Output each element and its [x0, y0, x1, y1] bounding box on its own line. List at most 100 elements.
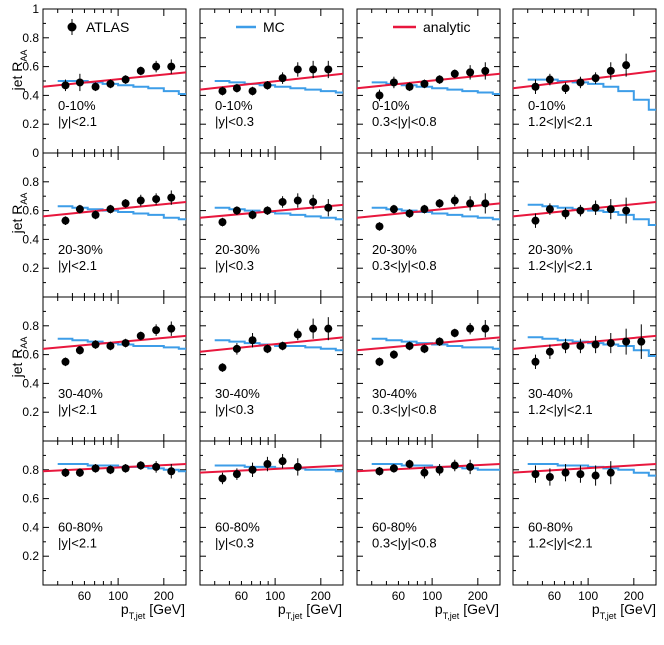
x-tick-label: 60: [235, 589, 249, 603]
atlas-point: [263, 81, 272, 90]
atlas-point: [481, 66, 490, 75]
x-tick-label: 200: [311, 589, 331, 603]
atlas-point: [309, 65, 318, 74]
x-axis-title-unit: [GeV]: [149, 601, 185, 617]
centrality-label: 20-30%: [215, 242, 260, 257]
centrality-label: 0-10%: [528, 98, 566, 113]
atlas-point: [218, 87, 227, 96]
panel-frame: [512, 152, 657, 298]
centrality-label: 20-30%: [58, 242, 103, 257]
atlas-point: [389, 78, 398, 87]
centrality-label: 0-10%: [58, 98, 96, 113]
atlas-point: [420, 468, 429, 477]
atlas-point: [75, 346, 84, 355]
panel-r1-c3: 20-30%1.2<|y|<2.1: [512, 152, 657, 298]
y-tick-label: 0.4: [22, 232, 39, 246]
analytic-line: [42, 334, 187, 350]
analytic-line: [512, 334, 657, 350]
atlas-point: [450, 196, 459, 205]
atlas-point: [278, 341, 287, 350]
y-axis-title: jet RAA: [9, 50, 29, 92]
atlas-point: [420, 79, 429, 88]
atlas-point: [531, 357, 540, 366]
atlas-point: [545, 473, 554, 481]
centrality-label: 60-80%: [372, 520, 417, 535]
atlas-point: [232, 206, 241, 215]
atlas-point: [278, 74, 287, 83]
rapidity-label: 0.3<|y|<0.8: [372, 258, 437, 273]
atlas-point: [152, 62, 161, 71]
atlas-point: [481, 199, 490, 208]
analytic-line: [512, 200, 657, 218]
atlas-point: [375, 91, 384, 100]
x-axis-title-main: p: [435, 601, 443, 617]
atlas-point: [91, 340, 100, 349]
x-axis-title-unit: [GeV]: [463, 601, 499, 617]
atlas-point: [466, 462, 475, 471]
atlas-point: [248, 465, 257, 474]
atlas-point: [466, 324, 475, 333]
atlas-point: [450, 461, 459, 470]
centrality-label: 60-80%: [528, 520, 573, 535]
atlas-point: [106, 341, 115, 350]
centrality-label: 0-10%: [372, 98, 410, 113]
analytic-line: [199, 336, 344, 353]
y-axis-title-main: jet R: [9, 349, 25, 379]
mc-curve: [57, 337, 186, 350]
panel-r1-c1: 20-30%|y|<0.3: [199, 152, 344, 298]
atlas-point: [405, 341, 414, 350]
x-axis-title-sub: T,jet: [286, 611, 303, 621]
atlas-point: [561, 341, 570, 350]
atlas-point: [389, 350, 398, 359]
atlas-point: [591, 203, 600, 212]
panel-r2-c1: 30-40%|y|<0.3: [199, 296, 344, 442]
x-axis-title: pT,jet [GeV]: [592, 601, 656, 621]
atlas-point: [218, 363, 227, 372]
legend-mc-label: MC: [263, 19, 285, 35]
x-axis-title-main: p: [278, 601, 286, 617]
atlas-point: [435, 199, 444, 208]
atlas-point: [405, 82, 414, 91]
atlas-point: [106, 465, 115, 474]
y-tick-label: 0.6: [22, 348, 39, 362]
atlas-point: [167, 193, 176, 202]
atlas-point: [167, 62, 176, 71]
panel-r3-c2: 60-80%0.3<|y|<0.8 60 100 200: [356, 440, 501, 603]
legend-analytic-label: analytic: [423, 19, 470, 35]
x-tick-label: 100: [422, 589, 442, 603]
x-axis-title-main: p: [592, 601, 600, 617]
rapidity-label: 0.3<|y|<0.8: [372, 536, 437, 551]
analytic-line: [356, 202, 501, 219]
atlas-point: [545, 75, 554, 84]
y-tick-label: 0.6: [22, 204, 39, 218]
atlas-point: [248, 210, 257, 219]
atlas-point: [136, 461, 145, 470]
panel-r3-c0: 60-80%|y|<2.1 0.2 0.4 0.6 0.8 60 100 200: [22, 440, 187, 603]
atlas-point: [263, 344, 272, 353]
panel-frame: [199, 440, 344, 586]
atlas-point: [152, 326, 161, 335]
centrality-label: 30-40%: [58, 386, 103, 401]
y-axis-title-main: jet R: [9, 205, 25, 235]
atlas-point: [232, 470, 241, 479]
atlas-point: [606, 339, 615, 348]
centrality-label: 60-80%: [215, 520, 260, 535]
rapidity-label: |y|<2.1: [58, 402, 97, 417]
x-tick-label: 200: [154, 589, 174, 603]
atlas-point: [293, 196, 302, 205]
atlas-point: [375, 357, 384, 366]
atlas-point: [232, 84, 241, 93]
atlas-point: [136, 331, 145, 340]
legend: ATLAS MC analytic: [67, 19, 470, 35]
centrality-label: 30-40%: [215, 386, 260, 401]
y-axis-title: jet RAA: [9, 337, 29, 379]
x-axis-title: pT,jet [GeV]: [435, 601, 499, 621]
atlas-point: [232, 344, 241, 353]
panel-r1-c2: 20-30%0.3<|y|<0.8: [356, 152, 501, 298]
analytic-line: [199, 464, 344, 474]
atlas-point: [152, 195, 161, 204]
x-axis-title-sub: T,jet: [129, 611, 146, 621]
atlas-point: [218, 474, 227, 483]
panel-frame: [356, 440, 501, 586]
